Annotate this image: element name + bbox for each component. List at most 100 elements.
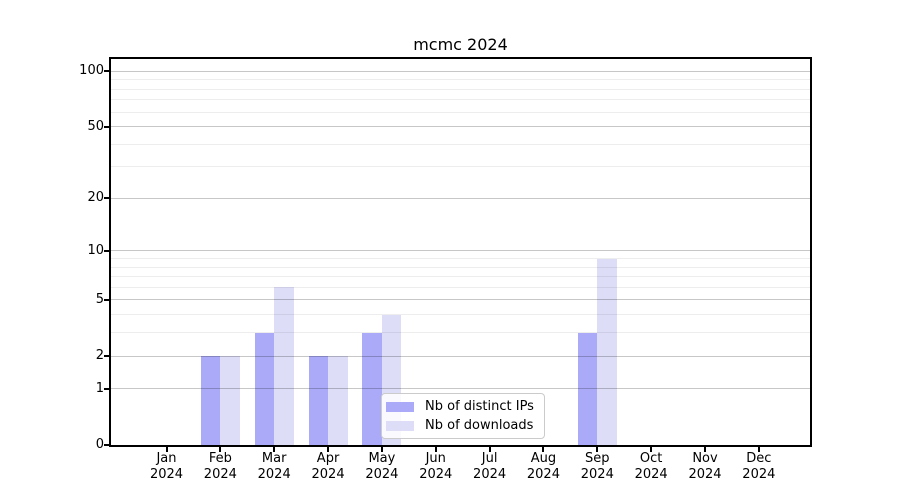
x-tick-mark: [273, 447, 276, 452]
x-tick-label: Oct 2024: [619, 451, 683, 483]
grid-layer: [111, 59, 810, 445]
bar-distinct-ips: [577, 332, 598, 445]
x-tick-label: Jan 2024: [135, 451, 199, 483]
grid-line-minor: [111, 314, 810, 316]
x-tick-month: Nov: [692, 451, 718, 466]
legend-label-distinct-ips: Nb of distinct IPs: [425, 398, 534, 414]
x-tick-mark: [327, 447, 330, 452]
x-tick-label: Apr 2024: [296, 451, 360, 483]
y-tick-label: 20: [87, 190, 104, 206]
x-tick-year: 2024: [634, 467, 668, 482]
x-tick-month: Feb: [208, 451, 232, 466]
legend-swatch-downloads: [386, 420, 414, 431]
legend-item: Nb of downloads: [386, 417, 538, 435]
y-tick-mark: [104, 197, 109, 200]
grid-line-major: [111, 299, 810, 301]
y-tick-mark: [104, 125, 109, 128]
x-tick-label: May 2024: [350, 451, 414, 483]
x-tick-label: Jun 2024: [404, 451, 468, 483]
x-tick-month: Oct: [639, 451, 663, 466]
x-tick-mark: [542, 447, 545, 452]
grid-line-minor: [111, 88, 810, 90]
x-tick-year: 2024: [580, 467, 614, 482]
grid-line-minor: [111, 257, 810, 259]
grid-line-minor: [111, 332, 810, 334]
x-tick-month: Apr: [316, 451, 340, 466]
grid-line-major: [111, 355, 810, 357]
x-tick-month: Dec: [746, 451, 772, 466]
x-tick-month: Jun: [425, 451, 446, 466]
grid-line-minor: [111, 166, 810, 168]
grid-line-minor: [111, 276, 810, 278]
bar-distinct-ips: [362, 332, 382, 445]
y-tick-label: 5: [95, 291, 104, 307]
x-tick-month: May: [368, 451, 396, 466]
x-tick-label: Sep 2024: [565, 451, 629, 483]
x-tick-year: 2024: [257, 467, 291, 482]
y-tick-mark: [104, 444, 109, 446]
bar-distinct-ips: [254, 332, 275, 445]
x-tick-mark: [704, 447, 706, 452]
bar-downloads: [597, 258, 617, 445]
x-tick-month: Aug: [530, 451, 557, 466]
x-tick-year: 2024: [419, 467, 453, 482]
x-tick-year: 2024: [203, 467, 237, 482]
grid-line-minor: [111, 266, 810, 268]
grid-line-minor: [111, 111, 810, 113]
x-tick-label: Nov 2024: [673, 451, 737, 483]
y-tick-mark: [104, 355, 109, 357]
bar-downloads: [274, 287, 294, 445]
y-tick-label: 2: [95, 348, 104, 363]
grid-line-major: [111, 126, 810, 128]
grid-line-minor: [111, 143, 810, 145]
bar-downloads: [220, 356, 240, 445]
grid-line-minor: [111, 79, 810, 81]
x-tick-label: Dec 2024: [727, 451, 791, 483]
grid-line-major: [111, 197, 810, 199]
x-tick-label: Aug 2024: [511, 451, 575, 483]
grid-line-major: [111, 388, 810, 390]
bar-distinct-ips: [308, 356, 329, 445]
x-tick-mark: [488, 447, 491, 452]
y-tick-mark: [104, 298, 109, 301]
x-tick-month: Mar: [261, 451, 287, 466]
grid-line-minor: [111, 286, 810, 288]
x-tick-label: Jul 2024: [458, 451, 522, 483]
y-tick-label: 50: [87, 118, 104, 134]
y-tick-mark: [104, 249, 109, 252]
x-tick-year: 2024: [473, 467, 507, 482]
legend-label-downloads: Nb of downloads: [425, 417, 534, 433]
x-tick-mark: [219, 447, 222, 452]
legend-item: Nb of distinct IPs: [386, 398, 538, 416]
x-tick-label: Feb 2024: [188, 451, 252, 483]
x-tick-mark: [380, 447, 383, 452]
y-tick-label: 10: [87, 242, 104, 258]
legend-swatch-distinct-ips: [386, 401, 414, 412]
x-tick-year: 2024: [742, 467, 776, 482]
x-tick-mark: [650, 447, 653, 452]
x-tick-year: 2024: [149, 467, 184, 482]
x-tick-month: Jul: [481, 451, 498, 466]
grid-line-major: [111, 70, 810, 72]
x-tick-month: Sep: [585, 451, 610, 466]
y-tick-mark: [104, 70, 109, 73]
bar-distinct-ips: [200, 356, 221, 445]
chart-title: mcmc 2024: [413, 35, 508, 54]
grid-line-major: [111, 250, 810, 252]
x-tick-label: Mar 2024: [242, 451, 306, 483]
x-tick-mark: [434, 447, 437, 452]
x-tick-mark: [596, 447, 599, 452]
plot-area: [109, 57, 812, 447]
x-tick-mark: [165, 447, 168, 452]
x-tick-month: Jan: [156, 451, 177, 466]
grid-line-minor: [111, 99, 810, 101]
x-tick-year: 2024: [311, 467, 345, 482]
y-tick-label: 100: [79, 63, 104, 79]
x-tick-year: 2024: [688, 467, 722, 482]
y-tick-label: 0: [95, 437, 104, 452]
y-tick-mark: [104, 387, 109, 390]
x-tick-year: 2024: [365, 467, 399, 482]
bar-downloads: [328, 356, 348, 445]
legend: Nb of distinct IPs Nb of downloads: [381, 393, 545, 439]
